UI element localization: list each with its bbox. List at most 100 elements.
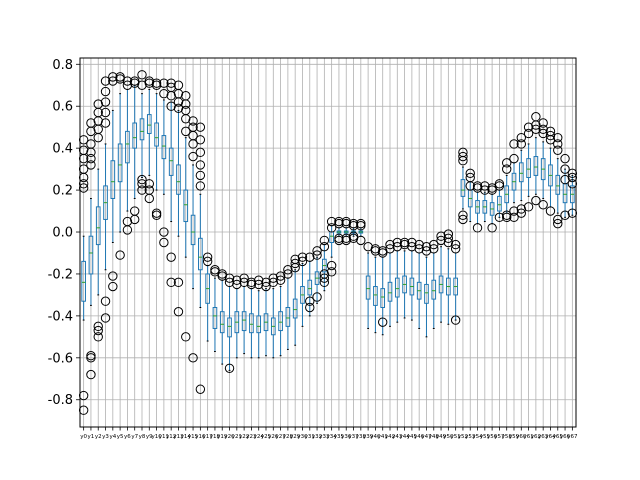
x-tick-label: y16 <box>195 434 206 440</box>
box-iqr <box>161 135 167 160</box>
outlier-point <box>86 153 96 164</box>
outlier-point <box>531 195 541 206</box>
box-y30 <box>297 252 308 327</box>
outlier-point <box>472 223 483 233</box>
outlier-point <box>516 208 526 218</box>
outlier-point <box>545 206 556 216</box>
outlier-point <box>458 214 468 225</box>
x-tick-label: y0 <box>80 434 87 440</box>
outlier-point <box>312 246 322 256</box>
box-iqr <box>278 311 283 332</box>
outlier-point <box>86 369 96 380</box>
box-y14 <box>181 91 191 342</box>
x-tick-label: y64 <box>545 434 556 440</box>
box-iqr <box>117 143 123 183</box>
outlier-point <box>458 151 468 162</box>
box-y67 <box>567 168 578 218</box>
x-tick-label: y50 <box>443 434 454 440</box>
outlier-point <box>494 212 505 223</box>
x-tick-label: y35 <box>334 434 345 440</box>
y-tick-label: 0.0 <box>52 226 73 241</box>
box-y52 <box>458 147 468 225</box>
box-iqr <box>533 156 539 176</box>
box-y26 <box>268 273 278 359</box>
box-iqr <box>249 313 254 334</box>
x-tick-label: y17 <box>203 434 214 440</box>
x-tick-label: y5 <box>117 434 124 440</box>
outlier-point <box>122 216 133 227</box>
outlier-point <box>312 292 322 302</box>
outlier-point <box>195 135 206 145</box>
outlier-point <box>86 351 96 361</box>
outlier-point <box>283 265 293 275</box>
box-y18 <box>210 265 220 353</box>
outlier-point <box>516 204 526 214</box>
box-y55 <box>480 181 490 223</box>
outlier-point <box>181 126 191 137</box>
x-tick-label: y13 <box>173 434 184 440</box>
y-tick-label: -0.6 <box>48 351 73 366</box>
x-tick-label: y26 <box>268 434 279 440</box>
outlier-point <box>538 118 548 128</box>
box-y10 <box>151 78 162 220</box>
outlier-point <box>312 250 322 260</box>
outlier-point <box>130 206 140 216</box>
box-y59 <box>509 139 519 223</box>
outlier-point <box>93 321 103 332</box>
outlier-point <box>334 233 344 244</box>
x-tick-label: y14 <box>181 434 192 440</box>
box-y0 <box>78 135 89 415</box>
x-axis: y0 y1 y2 y3 y4 y5 y6 y7 y8 y9y10y11y12y13y14y15y1… <box>80 427 578 440</box>
box-y5 <box>115 72 125 260</box>
box-y51 <box>450 239 461 325</box>
outlier-point <box>531 124 541 134</box>
box-y64 <box>545 126 556 216</box>
box-iqr <box>241 311 247 332</box>
outlier-point <box>78 164 89 174</box>
outlier-point <box>370 246 381 256</box>
outlier-point <box>421 241 432 252</box>
box-iqr <box>431 279 437 300</box>
box-y28 <box>283 265 293 350</box>
box-y4 <box>108 72 118 292</box>
x-tick-label: y63 <box>538 434 549 440</box>
box-iqr <box>146 114 152 134</box>
outlier-point <box>341 233 351 244</box>
box-y66 <box>560 153 570 220</box>
box-y21 <box>232 275 242 359</box>
x-tick-label: y2 <box>95 434 102 440</box>
x-tick-label: y46 <box>414 434 425 440</box>
outlier-point <box>173 277 184 288</box>
outlier-point <box>78 183 89 193</box>
box-y60 <box>516 132 526 218</box>
box-iqr <box>95 206 101 246</box>
box-iqr <box>198 237 203 271</box>
y-tick-label: -0.2 <box>48 267 73 282</box>
outlier-point <box>443 237 454 248</box>
outlier-point <box>166 277 176 288</box>
outlier-point <box>78 135 89 145</box>
x-tick-label: y22 <box>239 434 249 440</box>
outlier-point <box>458 147 468 158</box>
box-y33 <box>319 235 330 292</box>
outlier-point <box>217 271 227 281</box>
outlier-point <box>261 277 271 288</box>
x-tick-label: y45 <box>407 434 418 440</box>
outlier-point <box>319 277 330 288</box>
x-tick-label: y18 <box>210 434 221 440</box>
x-tick-label: y48 <box>429 434 440 440</box>
outlier-point <box>108 76 118 86</box>
outlier-point <box>509 139 519 149</box>
outlier-point <box>567 172 578 183</box>
box-y50 <box>443 229 454 325</box>
outlier-point <box>553 218 563 229</box>
outlier-point <box>86 160 96 170</box>
outlier-point <box>232 279 242 290</box>
box-y44 <box>399 237 410 319</box>
outlier-point <box>188 116 198 126</box>
outlier-point <box>78 405 89 415</box>
outlier-point <box>122 76 133 86</box>
x-tick-label: y67 <box>567 434 578 440</box>
outlier-point <box>159 78 169 88</box>
x-tick-label: y15 <box>188 434 199 440</box>
